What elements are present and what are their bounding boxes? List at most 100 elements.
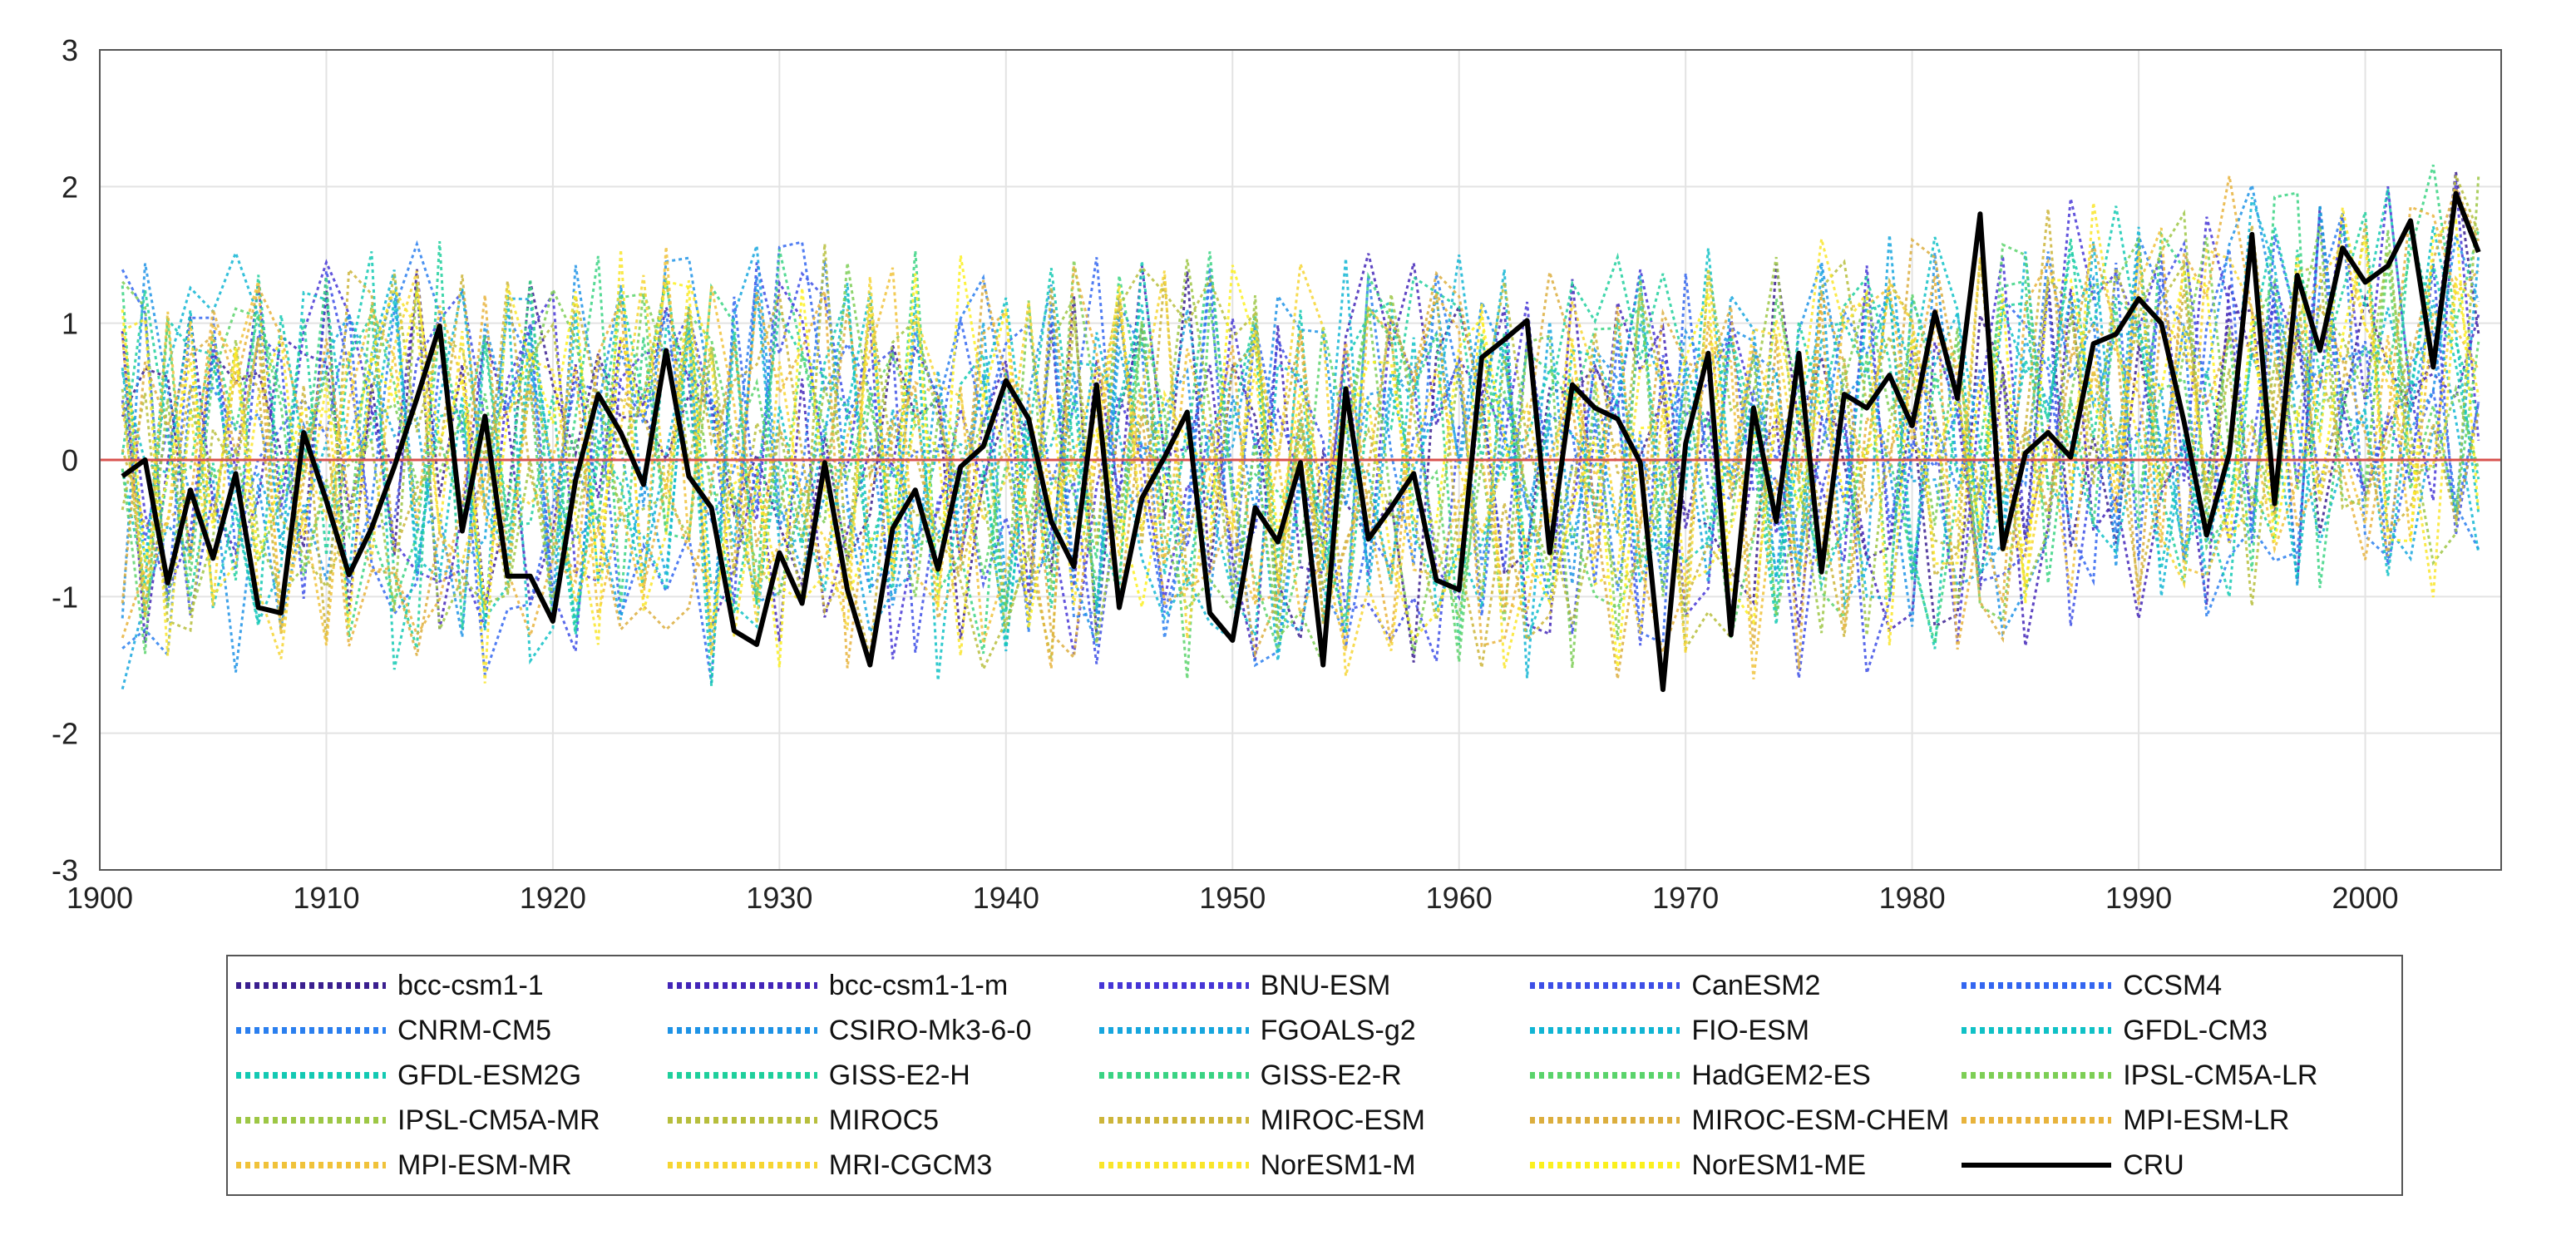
legend-item: NorESM1-ME [1530, 1143, 1962, 1188]
legend-label: MRI-CGCM3 [828, 1149, 993, 1181]
series-line-GISS-E2-R [121, 164, 2480, 655]
x-tick-label: 2000 [2332, 881, 2398, 915]
y-tick-label: 0 [62, 443, 78, 477]
x-tick-label: 1970 [1652, 881, 1719, 915]
series-line-CCSM4 [121, 235, 2480, 684]
legend-item: IPSL-CM5A-LR [1962, 1053, 2393, 1098]
legend-item: BNU-ESM [1098, 963, 1531, 1008]
legend-label: CRU [2123, 1149, 2184, 1181]
legend-item: GFDL-ESM2G [236, 1053, 668, 1098]
legend-swatch [667, 1162, 817, 1168]
legend-swatch [236, 1072, 386, 1079]
x-axis-ticks: 1900 1910 1920 1930 1940 1950 1960 1970 1980 1990… [67, 881, 2399, 915]
series-line-NorESM1-ME [121, 218, 2480, 668]
y-tick-label: -1 [52, 580, 78, 614]
legend-item: CCSM4 [1962, 963, 2393, 1008]
legend-item: CanESM2 [1530, 963, 1962, 1008]
line-chart: 1900 1910 1920 1930 1940 1950 1960 1970 1980 1990… [52, 33, 2502, 915]
legend-item: CRU [1962, 1143, 2393, 1188]
legend-label: GFDL-CM3 [2123, 1014, 2268, 1046]
legend-item: CNRM-CM5 [236, 1008, 668, 1053]
legend-swatch [667, 1117, 817, 1124]
legend-swatch [667, 982, 817, 989]
legend-label: IPSL-CM5A-LR [2123, 1059, 2318, 1091]
legend-label: NorESM1-M [1260, 1149, 1416, 1181]
legend-label: CanESM2 [1691, 969, 1821, 1001]
legend-item: GISS-E2-R [1098, 1053, 1531, 1098]
legend-swatch [1962, 1072, 2112, 1079]
x-tick-label: 1960 [1426, 881, 1493, 915]
series-line-CSIRO-Mk3-6-0 [121, 180, 2480, 673]
series-line-GFDL-CM3 [121, 225, 2480, 681]
legend-swatch [236, 1162, 386, 1168]
x-tick-label: 1910 [293, 881, 359, 915]
legend-item: MIROC-ESM [1098, 1098, 1531, 1143]
series-line-CRU [121, 190, 2481, 693]
legend-item: FGOALS-g2 [1098, 1008, 1531, 1053]
legend-item: GISS-E2-H [667, 1053, 1099, 1098]
legend-swatch [1530, 1072, 1680, 1079]
legend-swatch [236, 1027, 386, 1034]
legend-label: GISS-E2-R [1260, 1059, 1402, 1091]
legend-label: MIROC5 [828, 1104, 940, 1136]
legend-item: bcc-csm1-1 [236, 963, 668, 1008]
legend-swatch [1530, 982, 1680, 989]
legend-label: MIROC-ESM [1260, 1104, 1425, 1136]
legend-item: HadGEM2-ES [1530, 1053, 1962, 1098]
legend-label: GISS-E2-H [828, 1059, 970, 1091]
series-line-FGOALS-g2 [121, 205, 2480, 689]
legend-item: MPI-ESM-LR [1962, 1098, 2393, 1143]
legend-item: MIROC5 [667, 1098, 1099, 1143]
legend-swatch [667, 1072, 817, 1079]
x-tick-label: 1990 [2105, 881, 2172, 915]
y-tick-label: -3 [52, 853, 78, 887]
series-line-FIO-ESM [121, 196, 2480, 679]
legend-label: CSIRO-Mk3-6-0 [828, 1014, 1032, 1046]
legend: bcc-csm1-1 bcc-csm1-1-m BNU-ESM CanESM2 CCSM… [226, 955, 2403, 1196]
series-line-CNRM-CM5 [121, 212, 2480, 668]
x-tick-label: 1980 [1879, 881, 1946, 915]
legend-swatch [1098, 1027, 1249, 1034]
series-line-MIROC5 [121, 175, 2480, 673]
legend-item: NorESM1-M [1098, 1143, 1531, 1188]
y-tick-label: 3 [62, 33, 78, 67]
legend-swatch [1530, 1162, 1680, 1168]
legend-item: GFDL-CM3 [1962, 1008, 2393, 1053]
legend-swatch [1962, 1117, 2112, 1124]
legend-label: HadGEM2-ES [1691, 1059, 1871, 1091]
series-line-MPI-ESM-MR [121, 227, 2480, 679]
legend-label: CCSM4 [2123, 969, 2223, 1001]
series-line-MIROC-ESM [121, 208, 2480, 669]
legend-label: bcc-csm1-1-m [828, 969, 1009, 1001]
legend-label: MPI-ESM-MR [397, 1149, 572, 1181]
series-line-BNU-ESM [121, 180, 2480, 660]
legend-swatch [1962, 1027, 2112, 1034]
legend-swatch [667, 1027, 817, 1034]
legend-swatch [1098, 1162, 1249, 1168]
legend-label: NorESM1-ME [1691, 1149, 1867, 1181]
legend-label: FGOALS-g2 [1260, 1014, 1416, 1046]
series-line-IPSL-CM5A-LR [121, 225, 2480, 669]
legend-label: MIROC-ESM-CHEM [1691, 1104, 1950, 1136]
series-line-MIROC-ESM-CHEM [121, 184, 2480, 679]
legend-swatch [1530, 1117, 1680, 1124]
legend-swatch [236, 1117, 386, 1124]
x-tick-label: 1900 [67, 881, 133, 915]
legend-swatch [1098, 982, 1249, 989]
legend-item: FIO-ESM [1530, 1008, 1962, 1053]
series-line-MPI-ESM-LR [121, 175, 2480, 669]
legend-item: MIROC-ESM-CHEM [1530, 1098, 1962, 1143]
legend-swatch [1530, 1027, 1680, 1034]
legend-label: IPSL-CM5A-MR [397, 1104, 600, 1136]
legend-label: GFDL-ESM2G [397, 1059, 582, 1091]
y-tick-label: -2 [52, 717, 78, 751]
legend-swatch [1962, 982, 2112, 989]
x-tick-label: 1940 [973, 881, 1039, 915]
y-axis-ticks: -3 -2 -1 0 1 2 3 [52, 33, 78, 887]
y-tick-label: 1 [62, 307, 78, 341]
legend-label: MPI-ESM-LR [2123, 1104, 2290, 1136]
y-tick-label: 2 [62, 170, 78, 204]
legend-swatch [1962, 1163, 2112, 1168]
legend-item: CSIRO-Mk3-6-0 [667, 1008, 1099, 1053]
x-tick-label: 1930 [746, 881, 812, 915]
